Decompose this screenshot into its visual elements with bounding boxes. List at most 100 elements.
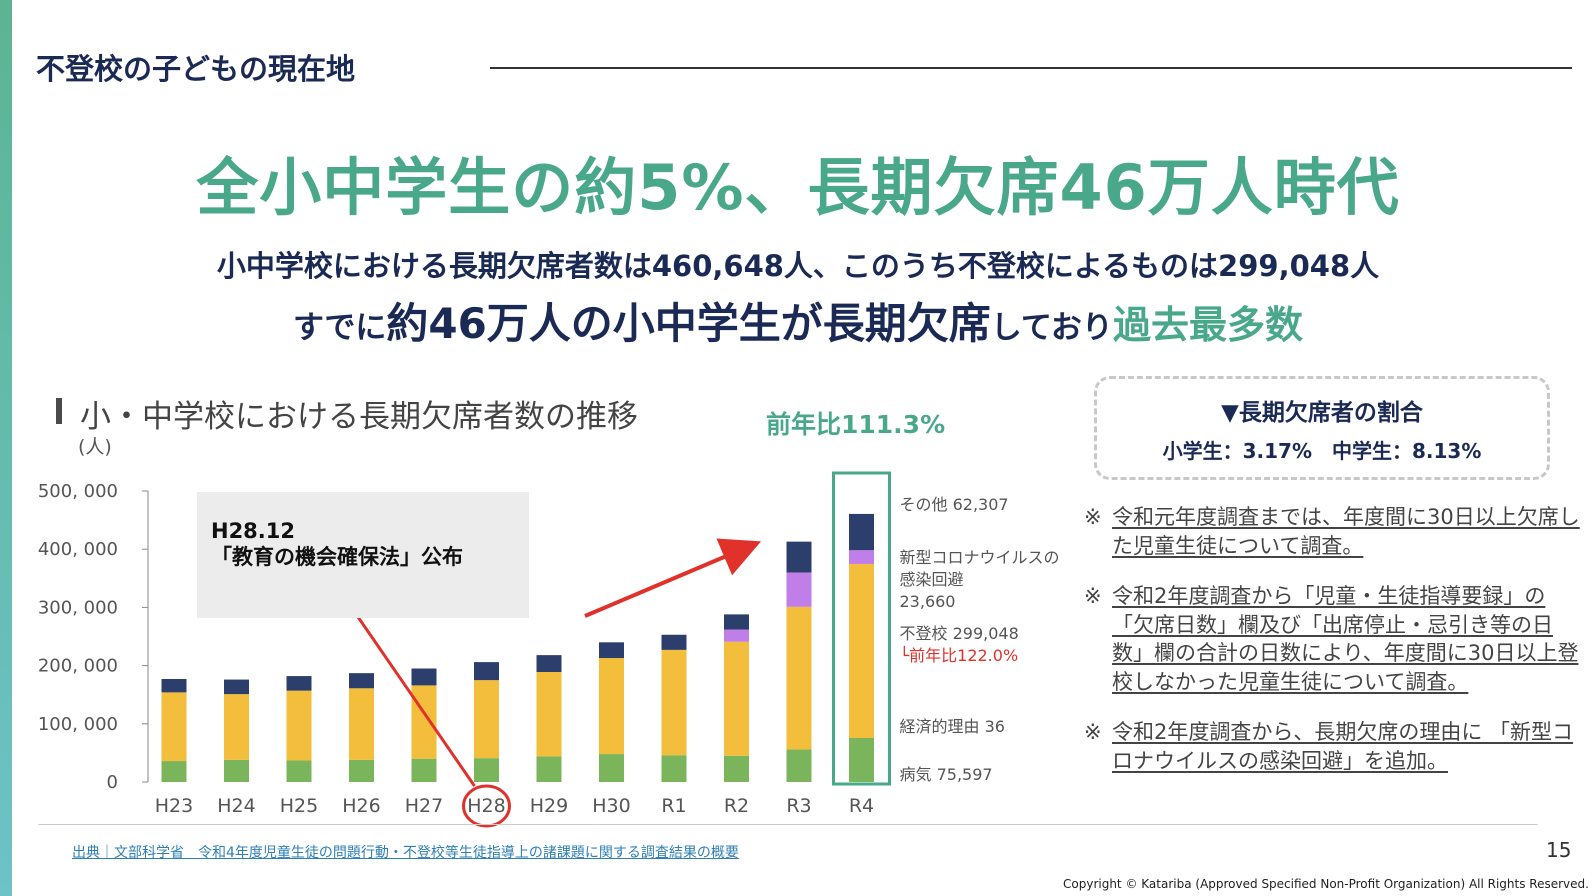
bar-segment xyxy=(349,688,374,760)
note-text: 令和2年度調査から「児童・生徒指導要録」の「欠席日数」欄及び「出席停止・忌引き等… xyxy=(1112,584,1579,694)
bar-segment xyxy=(786,541,812,573)
bar-segment xyxy=(536,756,562,782)
bar-segment xyxy=(474,758,499,782)
x-tick-label: R4 xyxy=(849,795,874,817)
notes-list: ※ 令和元年度調査までは、年度間に30日以上欠席した児童生徒について調査。 ※ … xyxy=(1084,503,1584,797)
bar-segment xyxy=(849,513,874,551)
x-tick-label: R1 xyxy=(661,795,686,817)
ratio-title: ▼長期欠席者の割合 xyxy=(1221,400,1423,426)
bar-segment xyxy=(661,755,687,782)
sub2-record: 過去最多数 xyxy=(1112,303,1303,347)
section-title: 不登校の子どもの現在地 xyxy=(36,52,356,86)
note-text: 令和元年度調査までは、年度間に30日以上欠席した児童生徒について調査。 xyxy=(1112,505,1580,558)
copyright: Copyright © Katariba (Approved Specified… xyxy=(1063,877,1589,891)
subheadline-2: すでに約46万人の小中学生が長期欠席しており過去最多数 xyxy=(0,290,1596,351)
bar-segment xyxy=(224,679,249,695)
bar-segment xyxy=(161,761,187,782)
x-tick-label: H28 xyxy=(467,795,505,817)
bar-segment xyxy=(411,758,437,782)
x-tick-label: H30 xyxy=(592,795,630,817)
series-label-covid: 23,660 xyxy=(900,592,956,611)
sub2-part3: しており xyxy=(990,310,1113,346)
series-label-other: その他 62,307 xyxy=(900,495,1009,514)
series-label-illness: 病気 75,597 xyxy=(900,765,993,784)
truancy-yoy-label: └前年比122.0% xyxy=(900,645,1019,665)
bar-segment xyxy=(474,662,499,681)
latest-year-highlight xyxy=(832,471,891,786)
source-link[interactable]: 出典｜文部科学省 令和4年度児童生徒の問題行動・不登校等生徒指導上の諸課題に関す… xyxy=(72,845,739,861)
chart-labels: 0 100, 000 200, 000 300, 000 400, 000 500, 00… xyxy=(38,481,1060,817)
note-item: ※ 令和2年度調査から、長期欠席の理由に 「新型コロナウイルスの感染回避」を追加… xyxy=(1084,718,1584,775)
chart-bottom-rule xyxy=(38,824,1538,825)
bar-segment xyxy=(661,634,687,650)
bar-segment xyxy=(536,672,562,757)
bar-segment xyxy=(724,629,749,642)
note-mark: ※ xyxy=(1084,505,1102,529)
bar-segment xyxy=(849,550,874,564)
series-label-covid: 新型コロナウイルスの xyxy=(900,548,1060,567)
y-tick-label: 200, 000 xyxy=(38,656,118,677)
x-tick-label: H26 xyxy=(342,795,380,817)
bar-segment xyxy=(661,649,687,756)
chart-title: 小・中学校における長期欠席者数の推移 xyxy=(80,399,638,435)
note-mark: ※ xyxy=(1084,720,1102,745)
note-mark: ※ xyxy=(1084,584,1102,609)
x-tick-label: H24 xyxy=(217,795,255,817)
y-tick-label: 100, 000 xyxy=(38,714,118,735)
chart-title-marker xyxy=(56,398,62,424)
sub2-emphasis: 約46万人の小中学生が長期欠席 xyxy=(386,299,991,348)
note-text: 令和2年度調査から、長期欠席の理由に 「新型コロナウイルスの感染回避」を追加。 xyxy=(1112,720,1574,773)
ratio-box: ▼長期欠席者の割合 小学生：3.17% 中学生：8.13% xyxy=(1094,376,1550,480)
law-annotation-box: H28.12 「教育の機会確保法」公布 xyxy=(197,492,529,618)
bar-segment xyxy=(724,614,749,630)
subheadline-1: 小中学校における長期欠席者数は460,648人、このうち不登校によるものは299… xyxy=(216,249,1380,283)
x-tick-label: H27 xyxy=(405,795,443,817)
bar-segment xyxy=(161,692,187,762)
bar-segment xyxy=(161,678,187,693)
y-axis-unit: (人) xyxy=(78,436,112,458)
y-tick-label: 400, 000 xyxy=(38,539,118,560)
bar-segment xyxy=(849,738,874,782)
y-tick-label: 0 xyxy=(107,772,118,793)
x-tick-label: H23 xyxy=(155,795,193,817)
series-label-economic: 経済的理由 36 xyxy=(900,717,1005,736)
side-accent-bar xyxy=(0,0,12,896)
chart-grid xyxy=(142,490,149,783)
sub2-part1: すでに xyxy=(293,310,387,346)
y-tick-label: 500, 000 xyxy=(38,481,118,502)
annotation-date: H28.12 xyxy=(211,519,295,543)
bar-segment xyxy=(786,606,812,750)
x-tick-label: R3 xyxy=(786,795,811,817)
bar-segment xyxy=(724,755,749,782)
annotation-pointer-line xyxy=(356,616,476,787)
title-divider xyxy=(490,67,1572,69)
bar-segment xyxy=(599,754,624,782)
bar-segment xyxy=(224,694,249,760)
bar-segment xyxy=(786,572,812,607)
annotation-text: 「教育の機会確保法」公布 xyxy=(211,545,463,570)
bar-segment xyxy=(724,641,749,756)
trend-arrow xyxy=(584,538,762,618)
series-label-truancy: 不登校 299,048 xyxy=(900,624,1019,643)
chart-annotations xyxy=(356,471,891,828)
x-tick-label: H29 xyxy=(530,795,568,817)
bar-segment xyxy=(599,658,624,755)
bar-segment xyxy=(286,676,312,691)
series-label-covid: 感染回避 xyxy=(900,570,964,589)
bar-segment xyxy=(536,655,562,673)
bar-segment xyxy=(349,759,374,782)
highlight-circle xyxy=(462,784,511,828)
bar-segment xyxy=(849,563,874,739)
chart-bars xyxy=(161,513,874,782)
bar-segment xyxy=(349,673,374,689)
note-item: ※ 令和元年度調査までは、年度間に30日以上欠席した児童生徒について調査。 xyxy=(1084,503,1584,560)
y-tick-label: 300, 000 xyxy=(38,597,118,618)
page-number: 15 xyxy=(1546,838,1572,862)
bar-segment xyxy=(786,749,812,782)
bar-segment xyxy=(286,760,312,782)
headline: 全小中学生の約5%、長期欠席46万人時代 xyxy=(196,151,1400,224)
bar-segment xyxy=(599,642,624,659)
bar-segment xyxy=(474,680,499,759)
bar-segment xyxy=(411,668,437,686)
